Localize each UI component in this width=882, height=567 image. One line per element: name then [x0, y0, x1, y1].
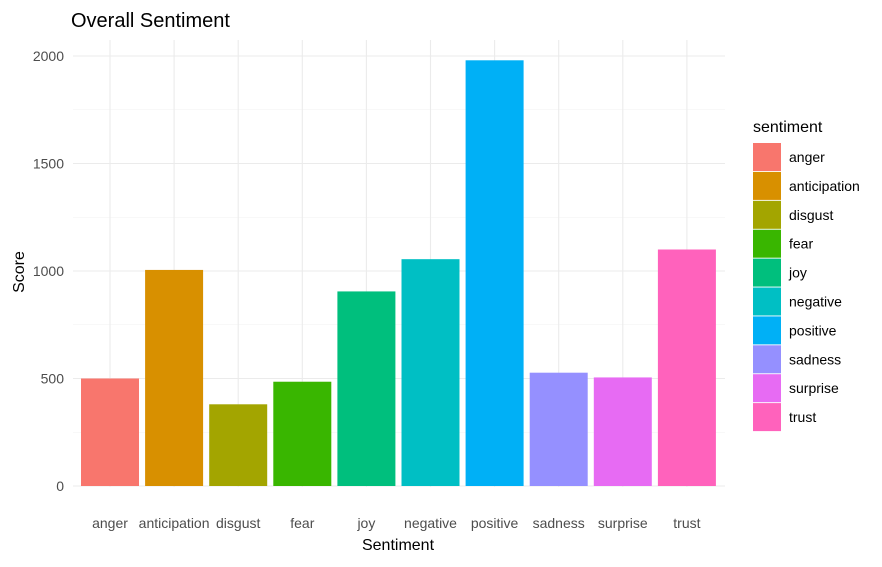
bar-surprise	[593, 377, 652, 486]
legend-label: sadness	[789, 351, 841, 367]
x-tick-label: surprise	[598, 515, 648, 531]
bar-disgust	[209, 404, 268, 486]
legend-title: sentiment	[753, 119, 823, 136]
legend-label: surprise	[789, 380, 839, 396]
y-tick-label: 1500	[33, 156, 64, 172]
x-tick-label: disgust	[216, 515, 260, 531]
x-tick-label: anger	[92, 515, 128, 531]
bar-positive	[465, 60, 524, 487]
legend-label: negative	[789, 294, 842, 310]
bar-sadness	[529, 372, 588, 486]
legend-key-disgust	[753, 200, 781, 229]
bars	[81, 60, 716, 487]
bar-anticipation	[145, 269, 204, 486]
x-axis-label: Sentiment	[362, 537, 435, 554]
legend-key-anger	[753, 143, 781, 171]
y-axis-label: Score	[11, 251, 28, 293]
x-tick-label: sadness	[533, 515, 585, 531]
legend-key-positive	[753, 316, 781, 345]
x-tick-label: negative	[404, 515, 457, 531]
legend-label: joy	[788, 265, 807, 281]
chart-title: Overall Sentiment	[71, 10, 230, 32]
legend-label: anger	[789, 149, 825, 165]
y-tick-label: 1000	[33, 263, 64, 279]
x-axis-ticks: anger anticipation disgust fear joy negative p…	[92, 515, 701, 531]
x-tick-label: positive	[471, 515, 519, 531]
legend-key-joy	[753, 258, 781, 287]
bar-fear	[273, 381, 332, 486]
y-tick-label: 500	[41, 371, 65, 387]
x-tick-label: trust	[673, 515, 700, 531]
legend-key-anticipation	[753, 171, 781, 200]
legend-label: positive	[789, 322, 837, 338]
bar-joy	[337, 291, 396, 486]
bar-anger	[81, 378, 139, 486]
legend-label: fear	[789, 236, 813, 252]
legend-key-fear	[753, 229, 781, 258]
legend-label: anticipation	[789, 178, 860, 194]
bar-negative	[401, 259, 460, 486]
legend-label: disgust	[789, 207, 833, 223]
legend-key-sadness	[753, 345, 781, 374]
bar-trust	[657, 249, 716, 486]
x-tick-label: joy	[356, 515, 375, 531]
y-axis-ticks: 0 500 1000 1500 2000	[33, 48, 64, 494]
legend-key-negative	[753, 287, 781, 316]
y-tick-label: 0	[56, 478, 64, 494]
legend-key-surprise	[753, 374, 781, 403]
legend: sentiment anger anticipation disgust fear jo…	[753, 119, 860, 432]
y-tick-label: 2000	[33, 48, 64, 64]
x-tick-label: anticipation	[139, 515, 210, 531]
legend-key-trust	[753, 403, 781, 432]
legend-label: trust	[789, 409, 816, 425]
x-tick-label: fear	[290, 515, 314, 531]
